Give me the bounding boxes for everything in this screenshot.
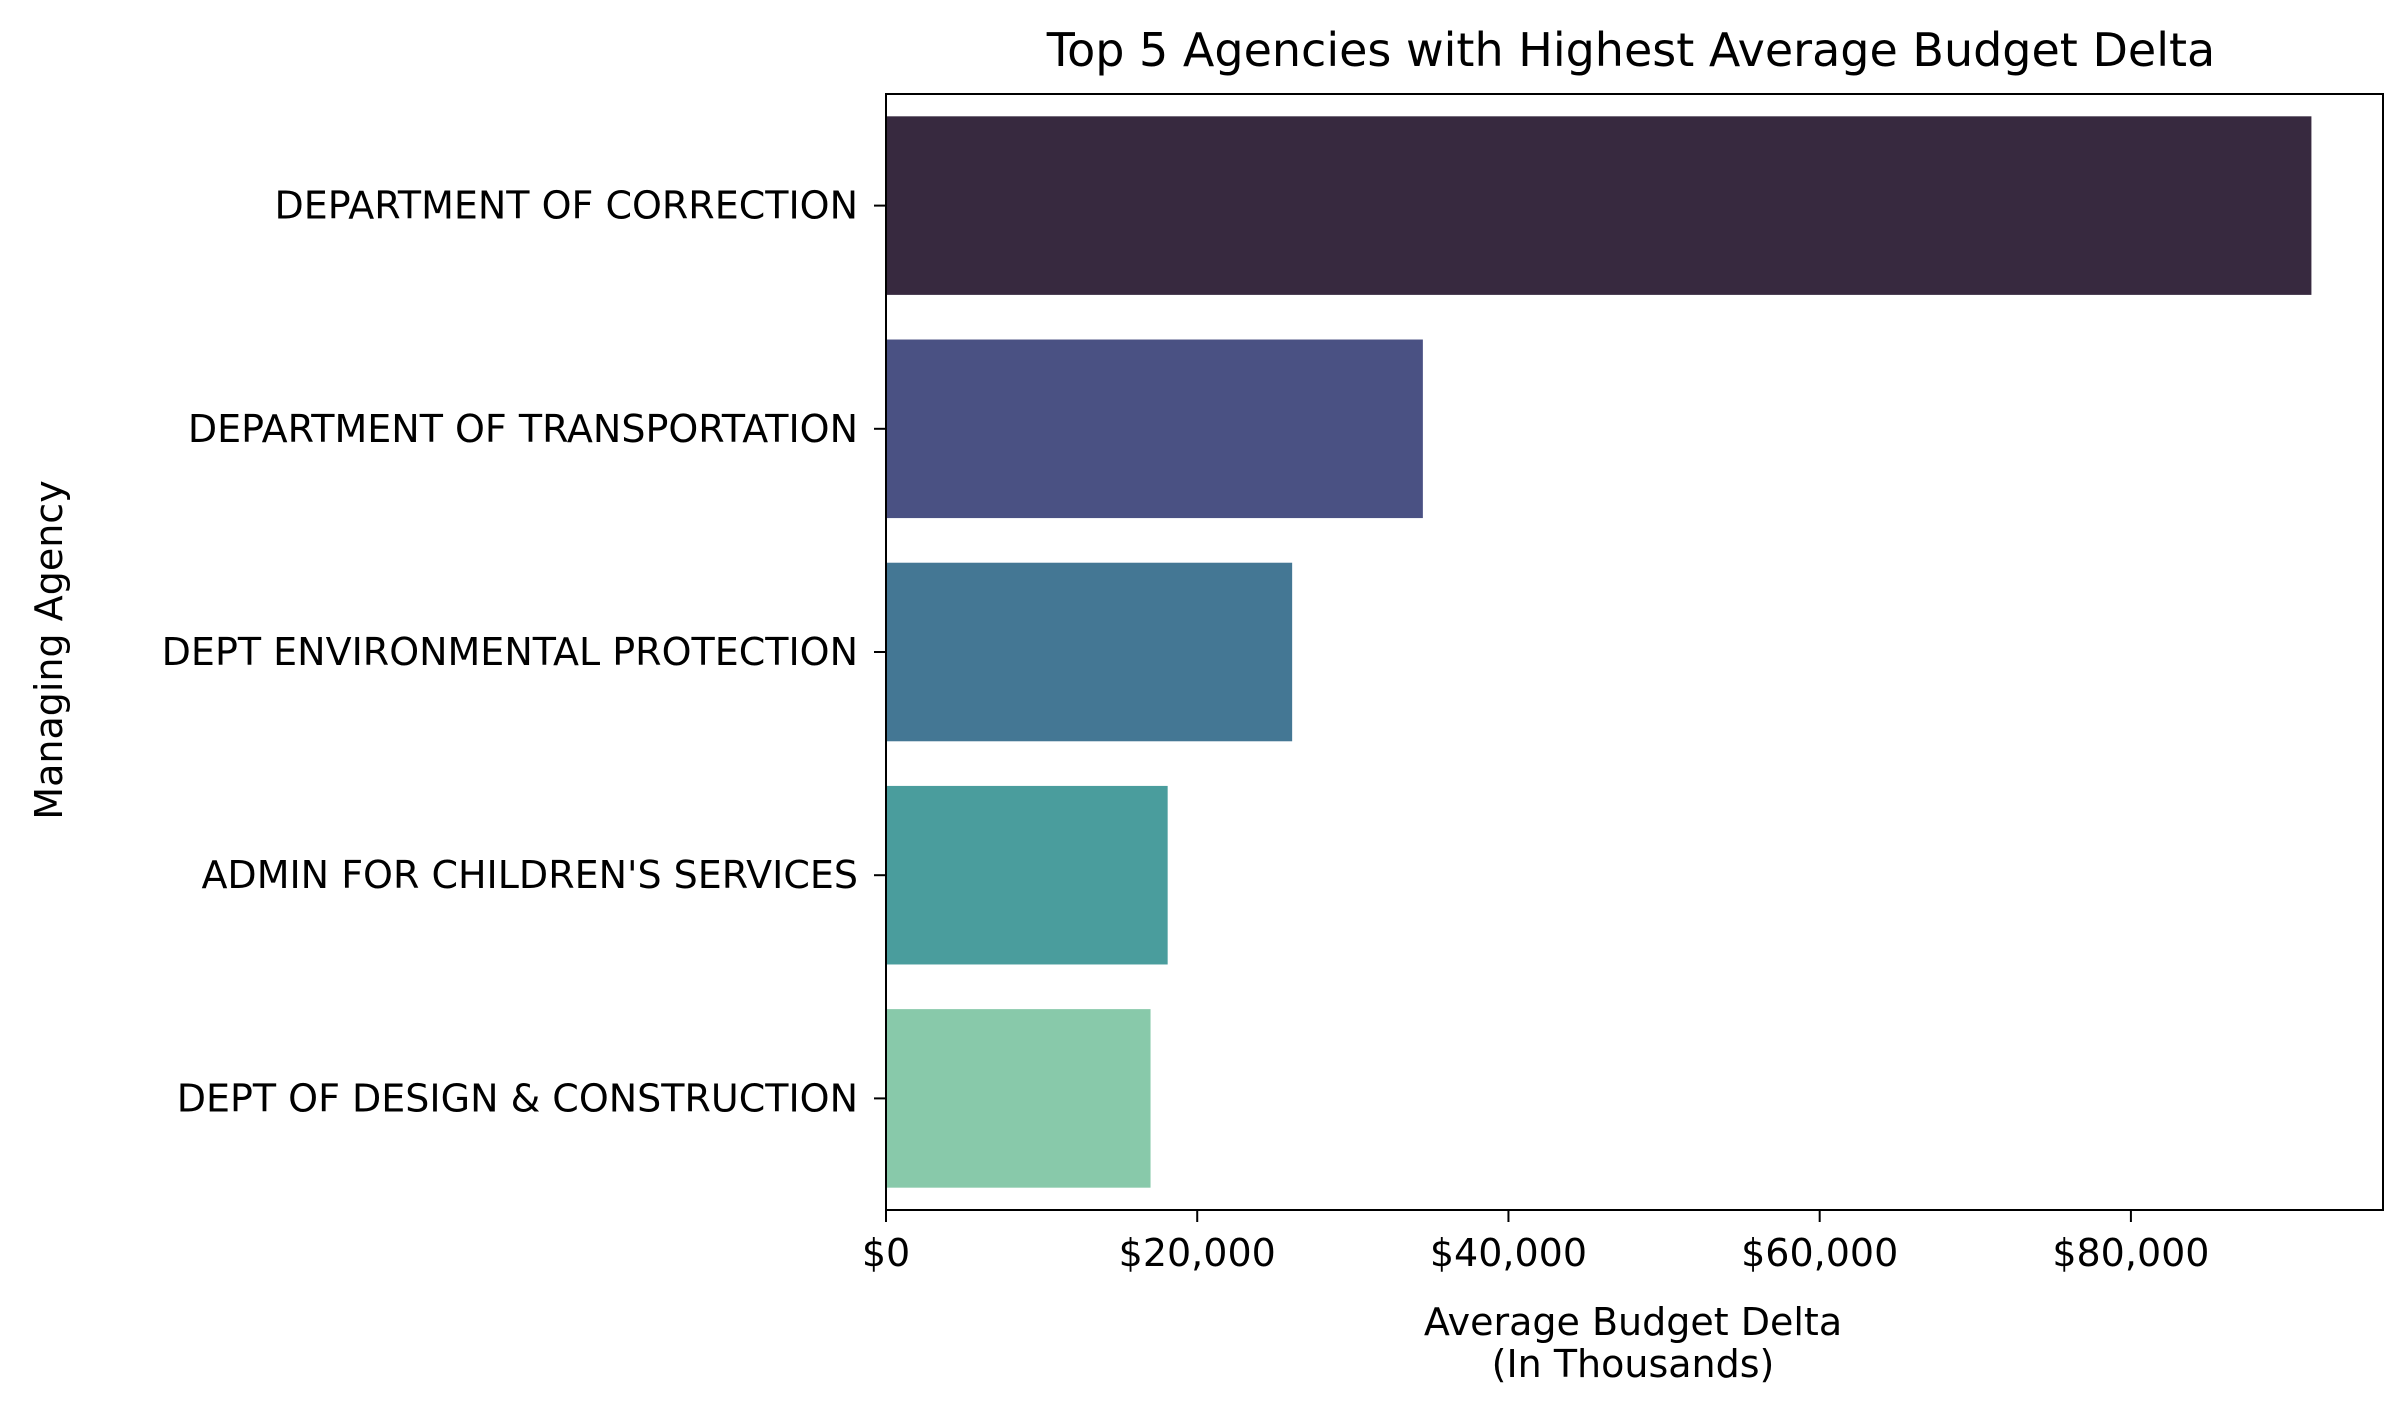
x-axis-ticks: $0 $20,000 $40,000 $60,000 $80,000 <box>862 1210 2209 1275</box>
bar <box>886 562 1293 742</box>
x-axis-label: Average Budget Delta <box>1424 1300 1842 1344</box>
y-tick-label: ADMIN FOR CHILDREN'S SERVICES <box>201 853 858 897</box>
x-axis-label-units: (In Thousands) <box>1492 1342 1775 1386</box>
y-tick-label: DEPARTMENT OF CORRECTION <box>274 184 858 228</box>
x-tick-label: $20,000 <box>1119 1231 1276 1275</box>
bar <box>886 785 1168 965</box>
bar <box>886 116 2312 295</box>
x-tick-label: $60,000 <box>1741 1231 1898 1275</box>
chart-title: Top 5 Agencies with Highest Average Budg… <box>1046 23 2215 77</box>
x-tick-label: $0 <box>862 1231 910 1275</box>
plot-frame <box>885 93 2384 1211</box>
x-tick-label: $80,000 <box>2052 1231 2209 1275</box>
x-tick-label: $40,000 <box>1430 1231 1587 1275</box>
y-tick-label: DEPT ENVIRONMENTAL PROTECTION <box>162 630 858 674</box>
bar <box>886 1009 1151 1188</box>
bars-group <box>886 116 2312 1188</box>
y-axis-ticks: DEPARTMENT OF CORRECTION DEPARTMENT OF TR… <box>162 184 886 1120</box>
bar <box>886 339 1423 519</box>
y-tick-label: DEPT OF DESIGN & CONSTRUCTION <box>177 1076 858 1120</box>
y-tick-label: DEPARTMENT OF TRANSPORTATION <box>188 407 858 451</box>
y-axis-label: Managing Agency <box>27 480 71 819</box>
